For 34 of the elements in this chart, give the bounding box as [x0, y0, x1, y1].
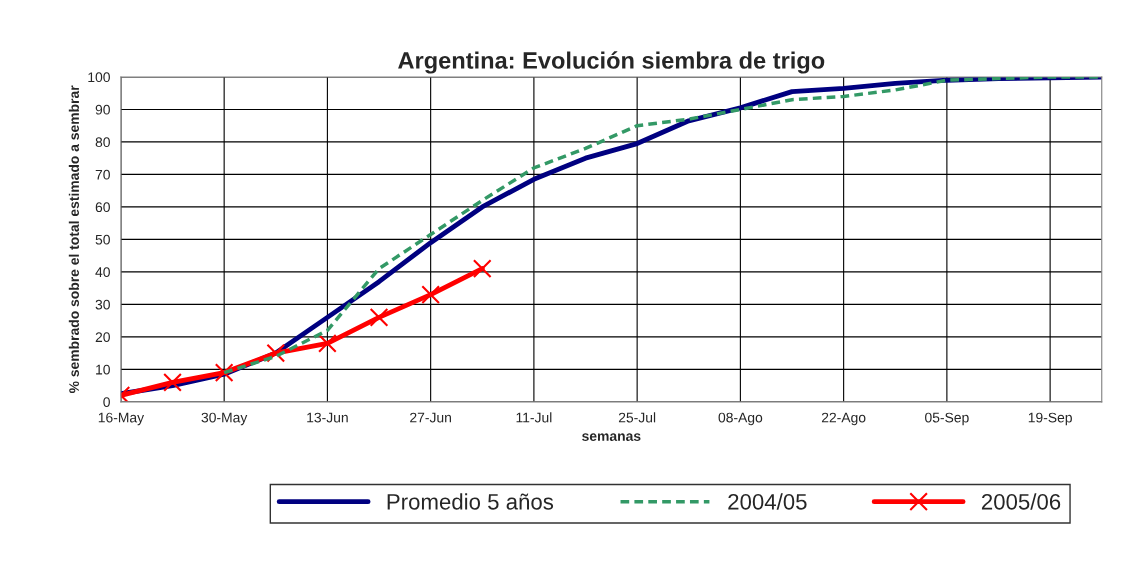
x-tick-label: 13-Jun [307, 412, 348, 423]
y-tick-label: 60 [95, 202, 110, 213]
legend-label: 2005/06 [981, 493, 1061, 510]
chart-title: Argentina: Evolución siembra de trigo [398, 51, 825, 74]
x-tick-label: 27-Jun [410, 412, 451, 423]
y-tick-label: 20 [95, 332, 110, 343]
x-tick-label: 05-Sep [925, 412, 969, 426]
point [369, 308, 389, 327]
x-tick-label: 11-Jul [516, 412, 552, 423]
y-tick-label: 90 [95, 104, 110, 115]
x-tick-label: 08-Ago [718, 412, 763, 426]
point [214, 363, 234, 382]
y-axis-title: % sembrado sobre el total estimado a sembrar [68, 85, 80, 394]
x-axis-title: semanas [582, 433, 641, 441]
point [421, 285, 441, 305]
y-tick-label: 30 [95, 299, 110, 310]
y-tick-label: 10 [96, 364, 110, 375]
legend-label: Promedio 5 años [387, 493, 554, 510]
x-tick-label: 22-Ago [821, 412, 866, 426]
x-tick-label: 25-Jul [618, 412, 656, 423]
x-tick-label: 30-May [201, 412, 248, 426]
y-tick-label: 50 [95, 234, 110, 245]
x-tick-label: 16-May [98, 412, 145, 426]
x-tick-label: 19-Sep [1028, 412, 1072, 426]
point [472, 259, 492, 279]
point [266, 343, 286, 363]
legend-label: 2004/05 [728, 493, 807, 510]
y-tick-label: 70 [95, 169, 110, 180]
y-tick-label: 40 [95, 267, 110, 278]
y-tick-label: 0 [103, 397, 110, 408]
y-tick-label: 100 [88, 72, 110, 83]
y-tick-label: 80 [95, 137, 110, 148]
point [163, 372, 182, 392]
point [318, 333, 337, 353]
